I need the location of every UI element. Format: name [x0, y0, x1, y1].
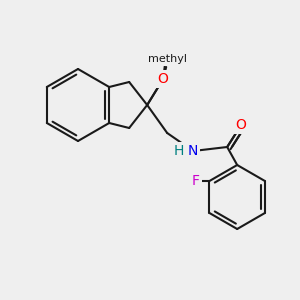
Text: N: N [188, 144, 198, 158]
Text: F: F [191, 174, 200, 188]
Text: O: O [236, 118, 247, 132]
Text: methyl: methyl [148, 54, 187, 64]
Text: H: H [174, 144, 184, 158]
Text: O: O [158, 72, 169, 86]
Text: O: O [158, 72, 169, 86]
